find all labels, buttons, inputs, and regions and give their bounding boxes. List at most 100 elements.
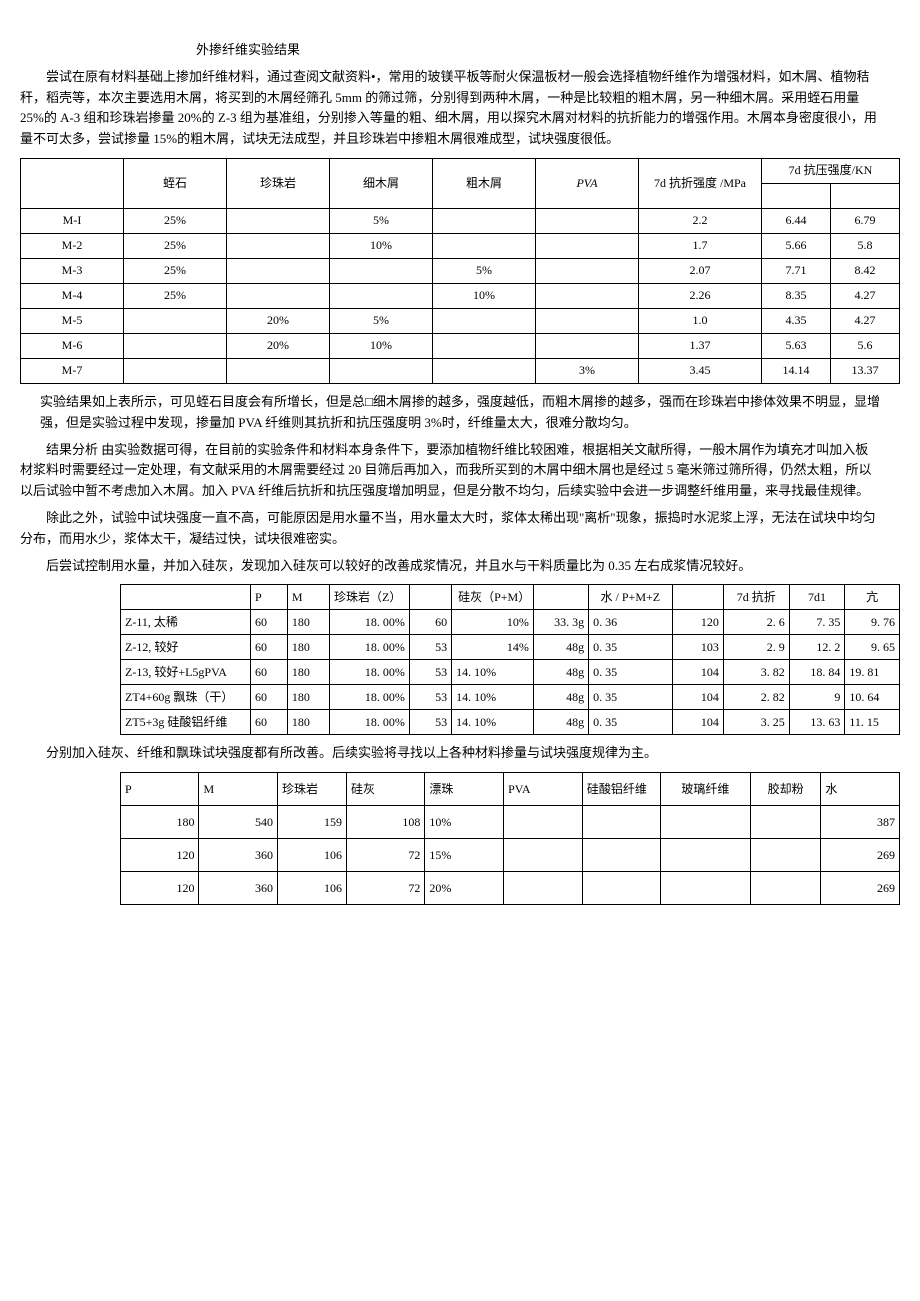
cell: 11. 15: [845, 710, 900, 735]
cell: [227, 208, 330, 233]
cell: 269: [821, 872, 900, 905]
cell: 60: [251, 660, 288, 685]
cell: [433, 333, 536, 358]
cell: 19. 81: [845, 660, 900, 685]
cell: Z-13, 较好+L5gPVA: [121, 660, 251, 685]
cell: 60: [409, 610, 451, 635]
cell: 106: [277, 839, 346, 872]
cell: 4.27: [831, 308, 900, 333]
th-perlite: 珍珠岩: [227, 158, 330, 208]
cell: 104: [672, 660, 723, 685]
table-row: M-325%5%2.077.718.42: [21, 258, 900, 283]
cell: 1.37: [639, 333, 762, 358]
cell: 104: [672, 710, 723, 735]
cell: [433, 208, 536, 233]
cell: M-7: [21, 358, 124, 383]
cell: 2.26: [639, 283, 762, 308]
cell: [536, 333, 639, 358]
cell: 72: [346, 872, 424, 905]
cell: Z-12, 较好: [121, 635, 251, 660]
cell: 5.6: [831, 333, 900, 358]
cell: [330, 258, 433, 283]
cell: 0. 35: [589, 660, 672, 685]
cell: [227, 258, 330, 283]
cell: 3.45: [639, 358, 762, 383]
cell: 180: [287, 710, 329, 735]
cell: 53: [409, 710, 451, 735]
table-header-row: P M 珍珠岩 硅灰 漂珠 PVA 硅酸铝纤维 玻璃纤维 胶却粉 水: [121, 773, 900, 806]
cell: 269: [821, 839, 900, 872]
cell: 108: [346, 806, 424, 839]
cell: 18. 00%: [329, 685, 409, 710]
cell: 0. 35: [589, 710, 672, 735]
cell: M-3: [21, 258, 124, 283]
cell: 4.27: [831, 283, 900, 308]
cell: 540: [199, 806, 277, 839]
cell: [750, 839, 821, 872]
table-fiber-results: 蛭石 珍珠岩 细木屑 粗木屑 PVA 7d 抗折强度 /MPa 7d 抗压强度/…: [20, 158, 900, 384]
cell: 2.2: [639, 208, 762, 233]
table-row: 18054015910810%387: [121, 806, 900, 839]
paragraph-2: 实验结果如上表所示，可见蛭石目度会有所增长，但是总□细木屑掺的越多，强度越低，而…: [40, 392, 880, 434]
table-row: ZT5+3g 硅酸铝纤维6018018. 00%5314. 10%48g0. 3…: [121, 710, 900, 735]
table-row: Z-11, 太稀6018018. 00%6010%33. 3g0. 361202…: [121, 610, 900, 635]
th-glass-fiber: 玻璃纤维: [661, 773, 751, 806]
cell: [661, 872, 751, 905]
cell: 48g: [533, 635, 588, 660]
th-comp-2: [831, 183, 900, 208]
section-title: 外掺纤维实验结果: [170, 40, 900, 61]
table-silica-results: P M 珍珠岩（Z） 硅灰（P+M） 水 / P+M+Z 7d 抗折 7d1 亢…: [120, 584, 900, 735]
cell: 20%: [425, 872, 504, 905]
cell: 3. 25: [723, 710, 789, 735]
table-row: 1203601067215%269: [121, 839, 900, 872]
cell: 2.07: [639, 258, 762, 283]
cell: 6.44: [762, 208, 831, 233]
cell: 15%: [425, 839, 504, 872]
cell: 10. 64: [845, 685, 900, 710]
cell: 53: [409, 660, 451, 685]
th-silica: 硅灰: [346, 773, 424, 806]
cell: 7.71: [762, 258, 831, 283]
th-water: 水: [821, 773, 900, 806]
cell: 104: [672, 685, 723, 710]
cell: [536, 308, 639, 333]
cell: 5.63: [762, 333, 831, 358]
cell: 60: [251, 635, 288, 660]
cell: 20%: [227, 308, 330, 333]
cell: 14%: [452, 635, 534, 660]
th-flexural: 7d 抗折强度 /MPa: [639, 158, 762, 208]
cell: M-I: [21, 208, 124, 233]
cell: 20%: [227, 333, 330, 358]
cell: [330, 358, 433, 383]
cell: 120: [121, 839, 199, 872]
paragraph-4: 除此之外，试验中试块强度一直不高，可能原因是用水量不当，用水量太大时，浆体太稀出…: [20, 508, 900, 550]
th-silica: 硅灰（P+M）: [452, 585, 534, 610]
cell: [504, 872, 583, 905]
cell: [227, 283, 330, 308]
cell: 1.0: [639, 308, 762, 333]
cell: 360: [199, 872, 277, 905]
cell: 18. 00%: [329, 635, 409, 660]
cell: [750, 872, 821, 905]
cell: 53: [409, 635, 451, 660]
th-water-g: [672, 585, 723, 610]
cell: 72: [346, 839, 424, 872]
cell: 5.66: [762, 233, 831, 258]
cell: 48g: [533, 660, 588, 685]
table-row: M-620%10%1.375.635.6: [21, 333, 900, 358]
cell: [536, 283, 639, 308]
cell: 9. 65: [845, 635, 900, 660]
th-z-qty: [409, 585, 451, 610]
cell: [582, 839, 660, 872]
th-m: M: [287, 585, 329, 610]
cell: 10%: [330, 233, 433, 258]
th-compressive: 7d 抗压强度/KN: [762, 158, 900, 183]
th-silica-g: [533, 585, 588, 610]
th-fine-sawdust: 细木屑: [330, 158, 433, 208]
table-header-row: P M 珍珠岩（Z） 硅灰（P+M） 水 / P+M+Z 7d 抗折 7d1 亢: [121, 585, 900, 610]
cell: 120: [121, 872, 199, 905]
table-header-row: 蛭石 珍珠岩 细木屑 粗木屑 PVA 7d 抗折强度 /MPa 7d 抗压强度/…: [21, 158, 900, 183]
cell: [124, 308, 227, 333]
cell: 0. 36: [589, 610, 672, 635]
cell: [750, 806, 821, 839]
